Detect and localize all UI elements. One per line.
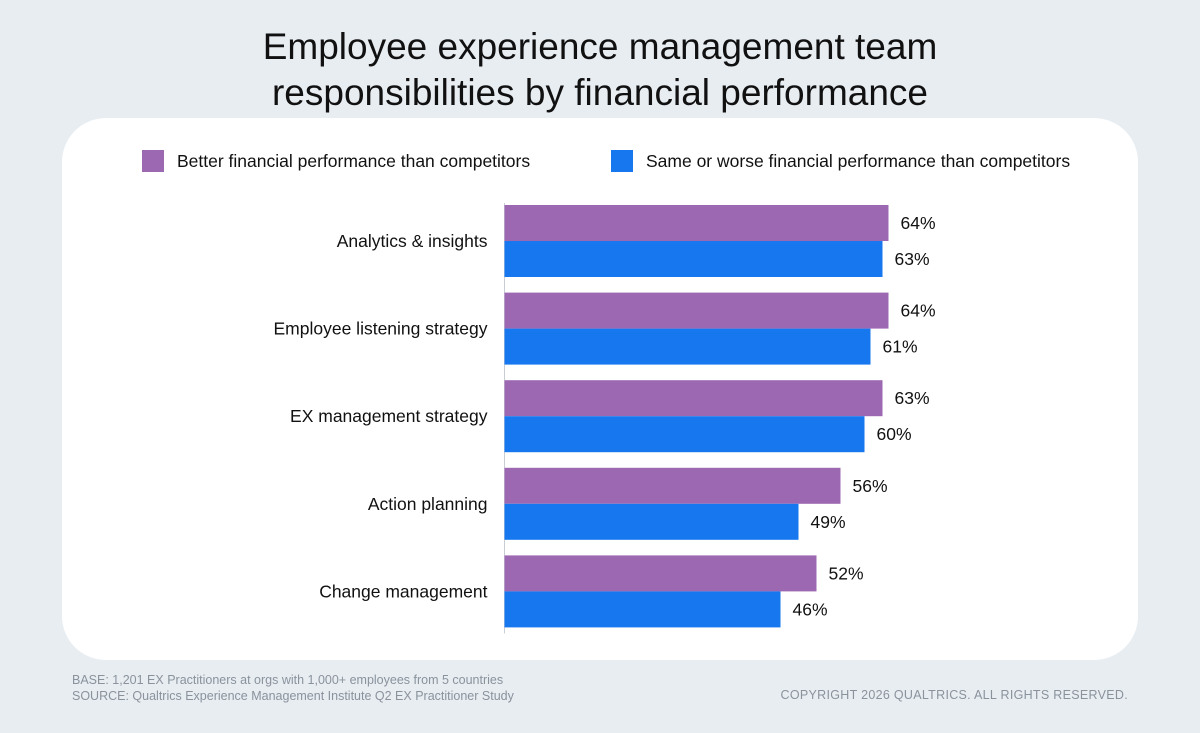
- bar-change-management-series-2: [504, 591, 781, 628]
- data-label-employee-listening-strategy-series-1: 64%: [901, 301, 936, 321]
- footer-base: BASE: 1,201 EX Practitioners at orgs wit…: [72, 673, 504, 687]
- bar-ex-management-strategy-series-1: [504, 380, 883, 417]
- legend-item-same-or-worse: Same or worse financial performance than…: [611, 150, 1070, 172]
- bar-analytics-insights-series-2: [504, 241, 883, 277]
- category-label-employee-listening-strategy: Employee listening strategy: [274, 319, 488, 339]
- legend-swatch-better: [142, 150, 164, 172]
- data-label-action-planning-series-1: 56%: [853, 476, 888, 496]
- bar-change-management-series-1: [504, 555, 817, 592]
- bar-action-planning-series-2: [504, 503, 799, 540]
- legend-item-better: Better financial performance than compet…: [142, 150, 530, 172]
- category-label-change-management: Change management: [319, 581, 487, 601]
- bar-analytics-insights-series-1: [504, 205, 889, 241]
- legend-label-better: Better financial performance than compet…: [177, 150, 531, 171]
- footer-copyright: COPYRIGHT 2026 QUALTRICS. ALL RIGHTS RES…: [780, 688, 1128, 702]
- chart-title-line-1: Employee experience management team: [262, 26, 938, 67]
- category-label-action-planning: Action planning: [368, 494, 488, 514]
- bar-ex-management-strategy-series-2: [504, 416, 865, 453]
- data-label-analytics-insights-series-1: 64%: [901, 213, 936, 233]
- data-label-change-management-series-2: 46%: [793, 599, 828, 619]
- chart-title: Employee experience management team resp…: [0, 24, 1200, 116]
- bar-employee-listening-strategy-series-2: [504, 328, 871, 365]
- footer-notes: BASE: 1,201 EX Practitioners at orgs wit…: [72, 672, 514, 704]
- category-label-analytics-insights: Analytics & insights: [337, 231, 488, 251]
- data-label-change-management-series-1: 52%: [829, 563, 864, 583]
- data-label-ex-management-strategy-series-2: 60%: [877, 424, 912, 444]
- footer-source: SOURCE: Qualtrics Experience Management …: [72, 689, 514, 703]
- legend-label-same-or-worse: Same or worse financial performance than…: [646, 150, 1071, 171]
- bar-action-planning-series-1: [504, 467, 841, 504]
- card-corner-notch: [62, 118, 150, 206]
- chart-title-line-2: responsibilities by financial performanc…: [271, 72, 929, 113]
- data-label-analytics-insights-series-2: 63%: [895, 249, 930, 269]
- legend-swatch-same-or-worse: [611, 150, 633, 172]
- category-label-ex-management-strategy: EX management strategy: [290, 406, 488, 426]
- data-label-ex-management-strategy-series-1: 63%: [895, 388, 930, 408]
- bar-employee-listening-strategy-series-1: [504, 292, 889, 329]
- data-label-action-planning-series-2: 49%: [811, 512, 846, 532]
- data-label-employee-listening-strategy-series-2: 61%: [883, 337, 918, 357]
